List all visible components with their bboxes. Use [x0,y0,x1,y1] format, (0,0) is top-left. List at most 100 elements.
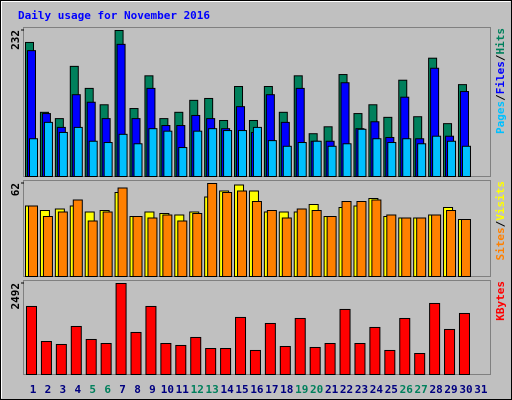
x-tick-label: 18 [280,383,293,396]
x-tick-label: 16 [250,383,264,396]
bar [117,187,128,277]
bar [102,211,113,277]
bar [401,217,412,277]
bar [416,217,427,277]
bar [207,183,218,277]
bar [296,208,307,277]
bar [461,145,471,178]
x-tick-label: 30 [459,383,472,396]
bar [357,128,367,178]
x-tick-label: 27 [415,383,428,396]
bar [446,210,457,277]
legend-entry: Sites [494,227,507,260]
x-tick-label: 1 [30,383,37,396]
legend-entry: Visits [494,181,507,221]
bar [281,217,292,277]
bar [339,308,351,375]
bar [85,338,97,376]
bar [238,130,248,178]
legend-entry: Pages [494,101,507,134]
bar [371,199,382,277]
bar [386,214,397,277]
bar [417,143,427,177]
bar [327,145,337,178]
legend: KBytes [494,281,507,321]
bar [372,138,382,177]
bar [26,305,37,376]
bar [162,214,173,277]
x-tick-label: 15 [235,383,248,396]
x-tick-label: 10 [161,383,174,396]
bar [40,340,52,376]
x-tick-label: 20 [310,383,323,396]
bar [309,346,321,376]
legend-entry: Hits [494,28,507,55]
bar [223,130,233,178]
legend-separator: / [494,220,507,227]
x-tick-label: 8 [134,383,141,396]
bar [402,138,412,177]
legend: Pages/Files/Hits [494,28,507,134]
bar [145,305,157,376]
legend-separator: / [494,54,507,61]
bar [342,143,352,177]
x-tick-label: 4 [74,383,81,396]
bar [294,317,306,376]
bar [132,216,143,277]
bar [252,126,262,178]
legend-entry: Files [494,61,507,94]
bar [447,140,457,177]
bar [192,213,203,277]
bar [399,317,411,376]
bar [72,199,83,277]
bar [58,131,68,177]
x-tick-label: 2 [45,383,52,396]
chart-title: Daily usage for November 2016 [18,9,210,22]
x-tick-label: 31 [474,383,488,396]
bar [384,349,396,376]
bar [297,142,307,177]
bar [429,302,441,376]
bar [133,143,143,177]
bar [193,130,203,177]
bar [324,342,336,376]
bar [130,331,142,376]
bar [460,219,471,277]
x-tick-label: 25 [385,383,398,396]
x-tick-label: 3 [60,383,67,396]
bar [208,128,218,177]
bar [266,210,277,277]
x-tick-label: 17 [265,383,278,396]
x-tick-label: 7 [119,383,126,396]
bar [29,138,38,177]
bar [28,205,38,277]
bar [100,342,112,376]
bar [175,344,187,376]
x-tick-label: 24 [370,383,384,396]
bar [88,140,98,177]
x-tick-label: 12 [191,383,204,396]
bar [458,312,470,376]
y-tick-label: 232 [9,30,22,50]
legend: Sites/Visits [494,181,507,261]
bar [160,342,172,376]
bar [444,328,456,376]
bar [431,214,442,277]
bar [190,336,202,376]
bar [147,217,158,277]
bar [235,316,247,375]
bar [414,353,426,375]
bar [148,128,158,177]
bar [354,342,366,376]
bar [73,126,83,178]
x-tick-label: 6 [104,383,111,396]
bar [115,283,127,375]
bar [43,121,53,177]
bar [118,133,128,178]
bar [282,145,292,178]
bar [163,130,173,177]
x-tick-label: 9 [149,383,156,396]
